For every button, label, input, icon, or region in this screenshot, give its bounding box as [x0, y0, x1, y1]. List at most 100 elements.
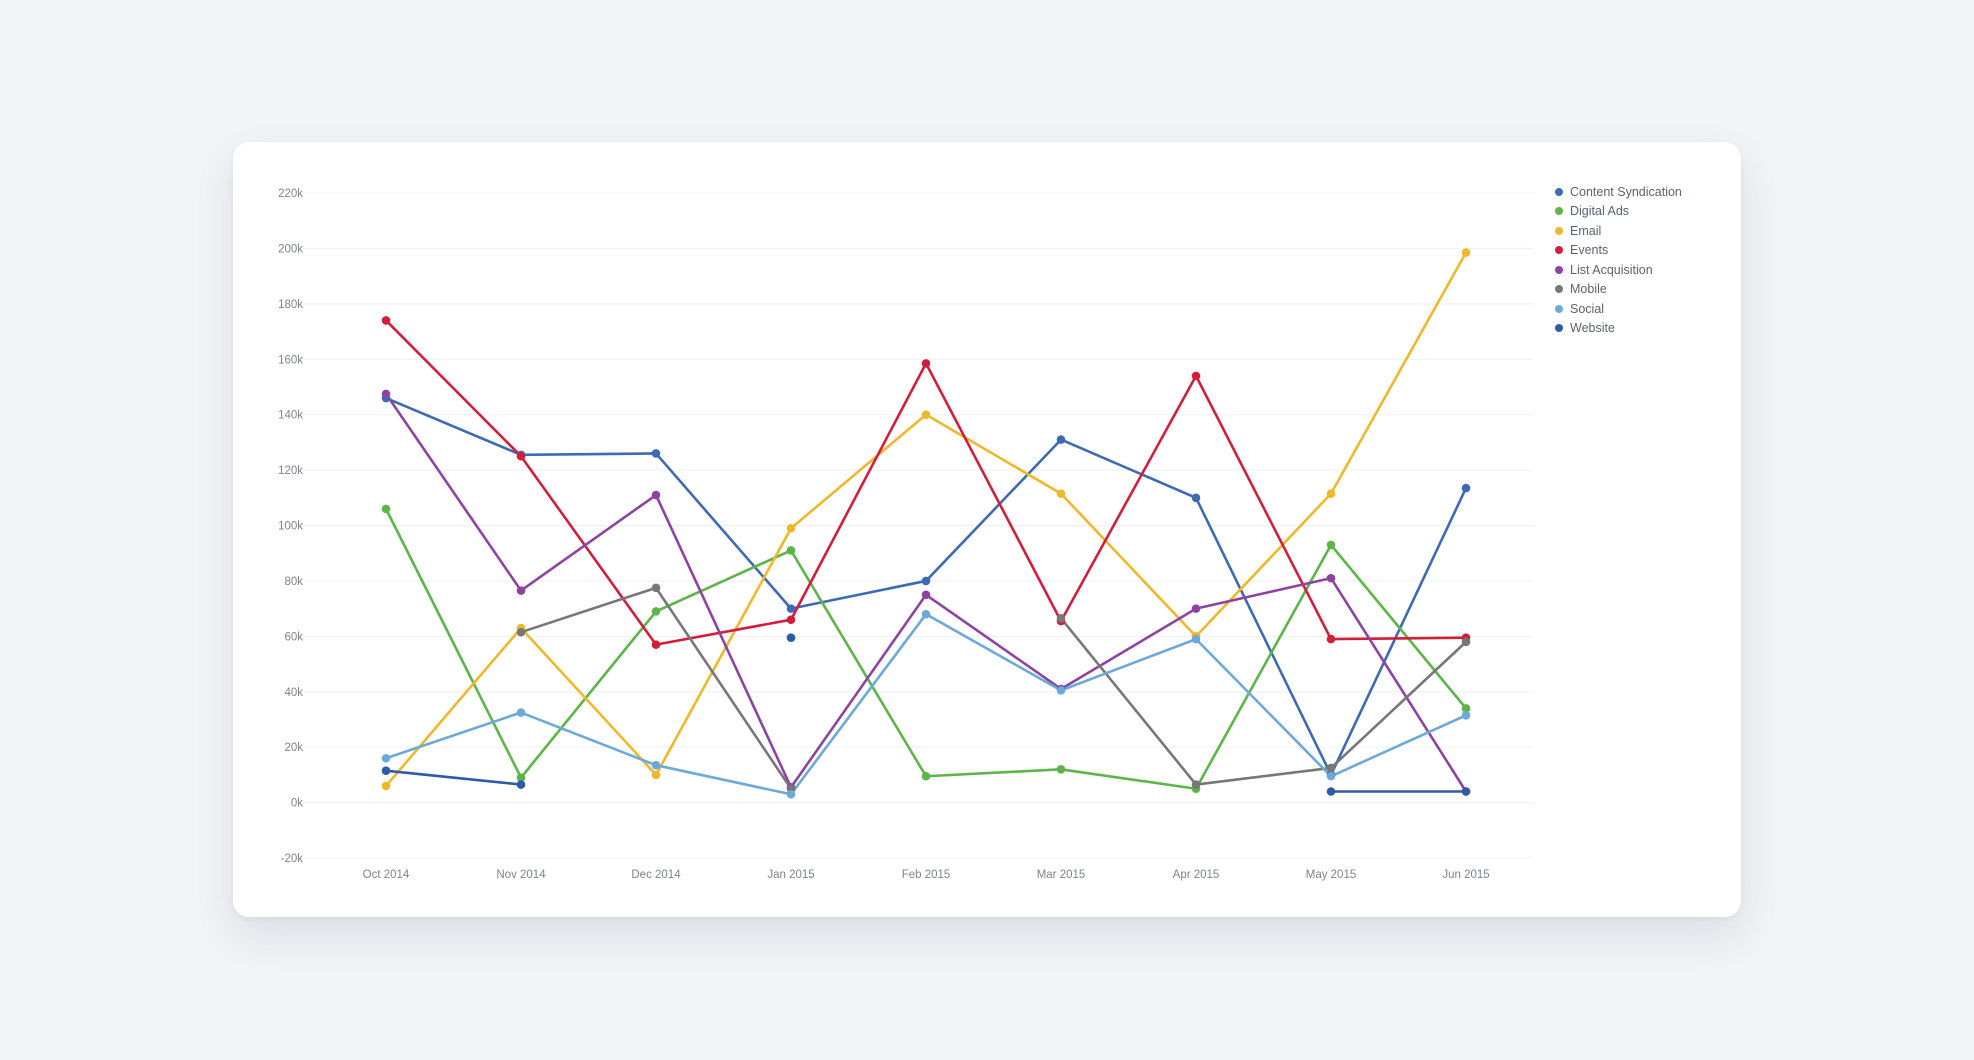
- x-tick-label: Dec 2014: [631, 869, 681, 881]
- x-tick-label: Jan 2015: [767, 869, 814, 881]
- y-tick-label: 20k: [284, 742, 303, 754]
- legend-label: Events: [1570, 243, 1609, 258]
- legend-swatch: [1555, 187, 1563, 196]
- data-point-mobile: [1461, 637, 1471, 647]
- series-line-website: [384, 769, 523, 786]
- y-axis-ticks: -20k 0k 20k 40k 60k 80k 100k 120k 140k 160k 180k 20…: [278, 188, 303, 865]
- x-tick-label: Feb 2015: [902, 869, 951, 881]
- data-point-events: [1191, 371, 1201, 381]
- y-tick-label: 60k: [284, 631, 303, 643]
- data-point-list-acquisition: [1191, 604, 1201, 613]
- data-point-list-acquisition: [651, 490, 661, 500]
- series-points: [381, 248, 1471, 799]
- legend-swatch: [1555, 285, 1563, 294]
- data-point-website: [381, 766, 391, 776]
- legend-item-list-acquisition[interactable]: List Acquisition: [1555, 260, 1682, 280]
- data-point-list-acquisition: [381, 389, 391, 399]
- data-point-list-acquisition: [1326, 573, 1336, 583]
- legend-item-digital-ads[interactable]: Digital Ads: [1555, 202, 1682, 222]
- data-point-digital-ads: [786, 546, 796, 555]
- data-point-list-acquisition: [516, 586, 526, 595]
- legend-swatch: [1555, 207, 1563, 216]
- data-point-content-syndication: [1461, 483, 1471, 493]
- data-point-events: [651, 640, 661, 649]
- x-tick-label: Apr 2015: [1173, 869, 1220, 881]
- legend-item-mobile[interactable]: Mobile: [1555, 280, 1682, 300]
- data-point-mobile: [1056, 614, 1066, 623]
- data-point-email: [381, 781, 391, 791]
- data-point-social: [1326, 771, 1336, 781]
- data-point-digital-ads: [1056, 765, 1066, 774]
- y-tick-label: 140k: [278, 410, 303, 422]
- data-point-events: [381, 316, 391, 325]
- data-point-digital-ads: [516, 773, 526, 782]
- gridlines: [303, 192, 1533, 859]
- legend-swatch: [1555, 304, 1563, 313]
- data-point-digital-ads: [651, 607, 661, 616]
- y-tick-label: 120k: [278, 465, 303, 477]
- legend-label: Social: [1570, 301, 1605, 316]
- data-point-list-acquisition: [921, 590, 931, 600]
- y-tick-label: 160k: [278, 354, 303, 366]
- data-point-email: [651, 770, 661, 780]
- data-point-social: [786, 789, 796, 799]
- series-lines: [384, 251, 1468, 796]
- data-point-email: [1461, 248, 1471, 257]
- data-point-email: [921, 410, 931, 419]
- y-tick-label: 180k: [278, 299, 303, 311]
- data-point-email: [786, 523, 796, 533]
- data-point-website: [786, 633, 796, 643]
- legend-label: Mobile: [1570, 282, 1607, 297]
- legend-swatch: [1555, 324, 1563, 333]
- data-point-content-syndication: [651, 449, 661, 458]
- legend-label: Digital Ads: [1570, 204, 1630, 219]
- x-tick-label: Jun 2015: [1442, 869, 1489, 881]
- legend-label: Website: [1570, 321, 1615, 336]
- data-point-mobile: [1191, 780, 1201, 789]
- y-tick-label: 100k: [278, 521, 303, 533]
- series-line-social: [384, 612, 1468, 796]
- data-point-mobile: [1326, 763, 1336, 773]
- y-tick-label: 40k: [284, 687, 303, 699]
- data-point-mobile: [651, 583, 661, 593]
- data-point-social: [1461, 711, 1471, 720]
- data-point-social: [516, 708, 526, 717]
- legend-item-website[interactable]: Website: [1555, 319, 1682, 339]
- data-point-events: [1326, 634, 1336, 644]
- legend-item-email[interactable]: Email: [1555, 221, 1682, 241]
- legend-item-events[interactable]: Events: [1555, 241, 1682, 261]
- data-point-content-syndication: [786, 604, 796, 613]
- x-tick-label: Nov 2014: [496, 869, 546, 881]
- data-point-digital-ads: [381, 504, 391, 514]
- data-point-content-syndication: [921, 576, 931, 586]
- legend-swatch: [1555, 246, 1563, 255]
- data-point-events: [786, 615, 796, 625]
- data-point-social: [381, 753, 391, 763]
- data-point-digital-ads: [921, 771, 931, 781]
- x-tick-label: May 2015: [1306, 869, 1357, 881]
- y-tick-label: 80k: [284, 576, 303, 588]
- x-tick-label: Oct 2014: [363, 869, 410, 881]
- series-line-mobile: [519, 586, 793, 791]
- y-tick-label: 220k: [278, 188, 303, 200]
- data-point-email: [1056, 489, 1066, 498]
- data-point-social: [921, 609, 931, 619]
- line-chart: -20k 0k 20k 40k 60k 80k 100k 120k 140k 160k 180k 20…: [278, 188, 1533, 881]
- data-point-social: [1056, 686, 1066, 695]
- data-point-digital-ads: [1326, 540, 1336, 550]
- data-point-mobile: [516, 627, 526, 637]
- y-tick-label: -20k: [281, 853, 304, 865]
- series-line-mobile: [1059, 617, 1468, 786]
- legend-item-social[interactable]: Social: [1555, 299, 1682, 319]
- data-point-website: [516, 780, 526, 789]
- chart-card: -20k 0k 20k 40k 60k 80k 100k 120k 140k 160k 180k 20…: [233, 142, 1741, 917]
- x-axis-ticks: Oct 2014 Nov 2014 Dec 2014 Jan 2015 Feb 2015…: [363, 869, 1490, 881]
- y-tick-label: 0k: [291, 798, 303, 810]
- data-point-content-syndication: [1056, 435, 1066, 444]
- legend-label: Email: [1570, 223, 1602, 238]
- y-tick-label: 200k: [278, 243, 303, 255]
- data-point-email: [1326, 489, 1336, 498]
- x-tick-label: Mar 2015: [1037, 869, 1086, 881]
- legend-swatch: [1555, 226, 1563, 235]
- legend-item-content-syndication[interactable]: Content Syndication: [1555, 182, 1682, 202]
